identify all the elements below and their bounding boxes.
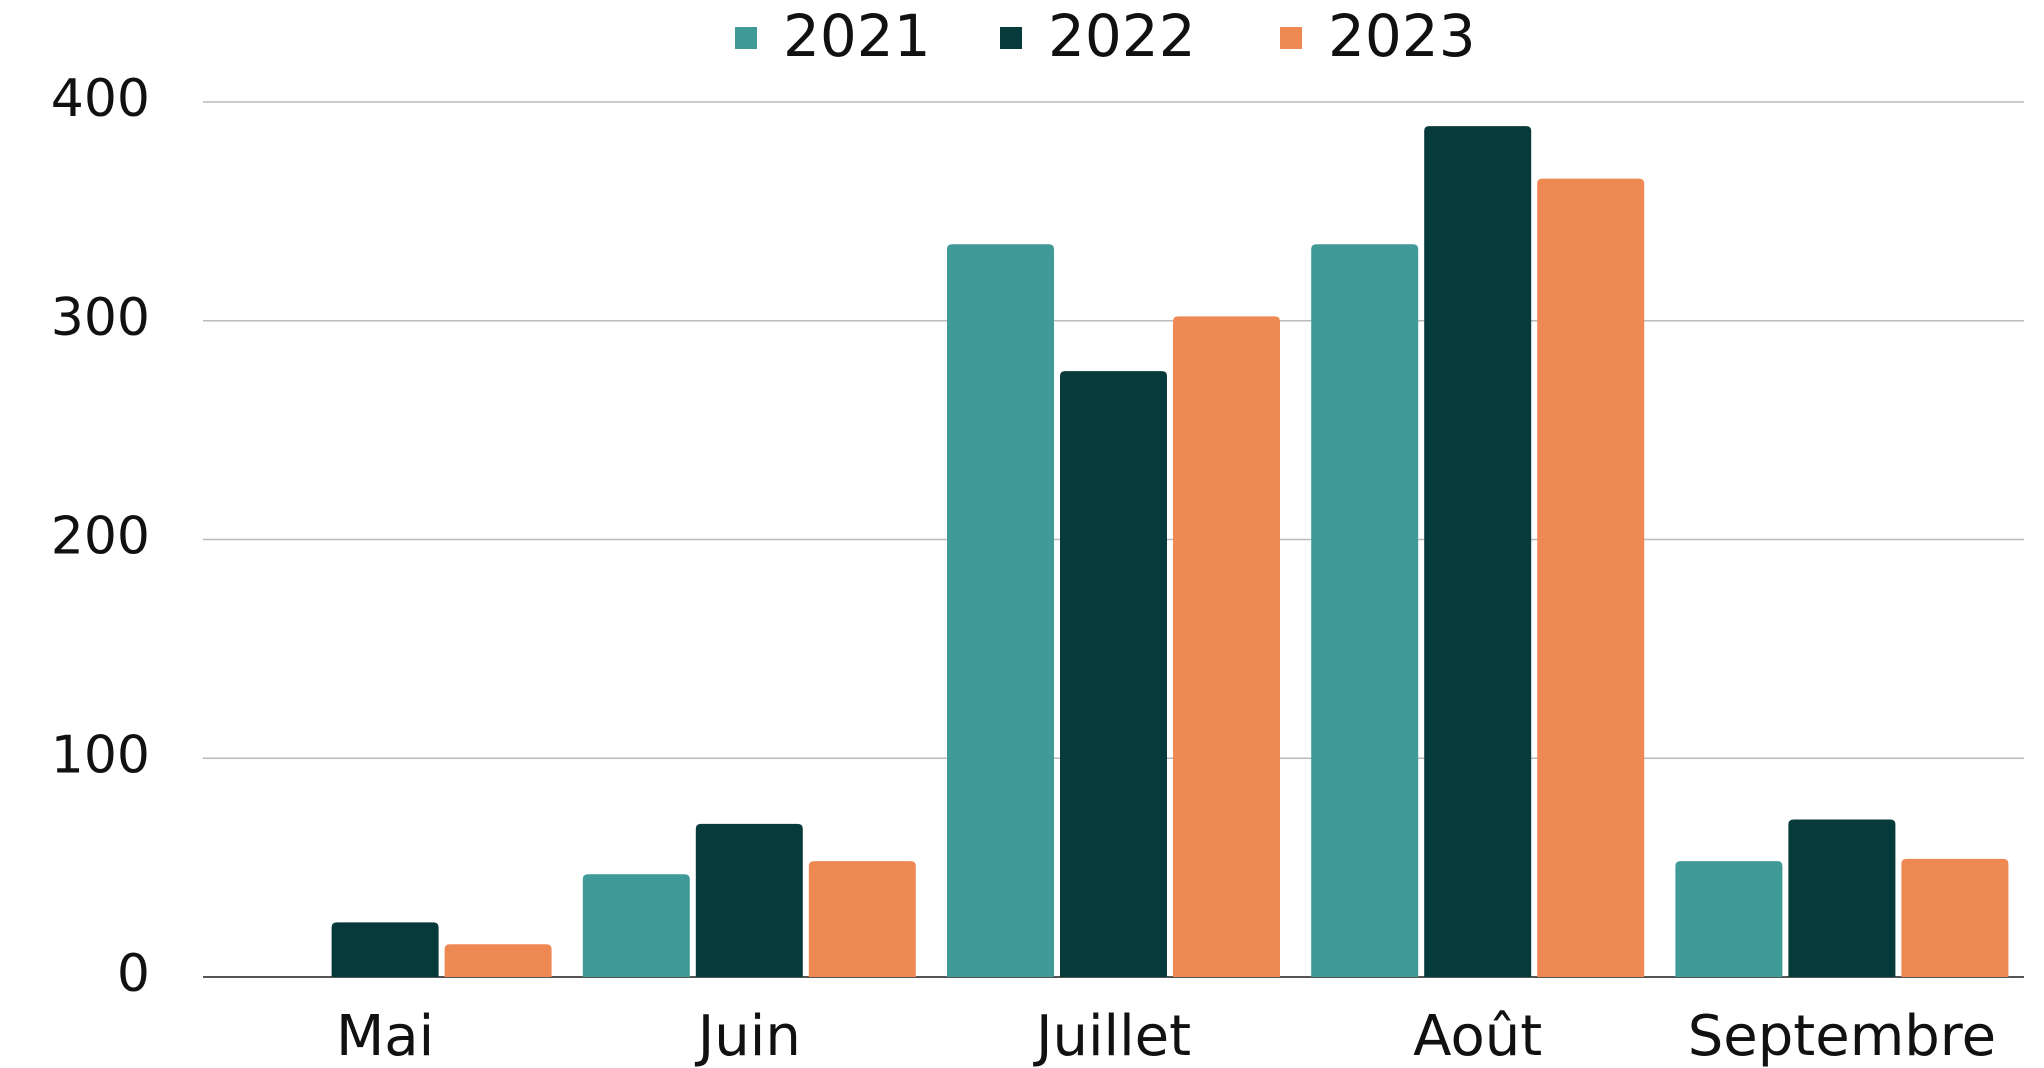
bar: [444, 944, 552, 977]
legend-swatch: [1280, 27, 1302, 49]
bar: [1788, 819, 1896, 977]
x-tick-label: Septembre: [1688, 1004, 1996, 1068]
x-tick-label: Août: [1413, 1004, 1542, 1068]
bar: [1537, 178, 1645, 977]
y-tick-label: 100: [51, 725, 150, 785]
legend-swatch: [735, 27, 757, 49]
x-tick-label: Juillet: [1033, 1004, 1191, 1068]
x-tick-label: Mai: [336, 1004, 434, 1068]
x-tick-label: Juin: [695, 1004, 801, 1068]
bar: [808, 861, 916, 977]
bar: [1173, 316, 1280, 977]
bar: [331, 922, 439, 977]
y-tick-label: 400: [51, 69, 150, 129]
y-tick-label: 0: [117, 944, 150, 1004]
bar: [695, 823, 803, 977]
bar: [582, 874, 690, 977]
bar: [1060, 371, 1167, 977]
legend-label: 2021: [783, 2, 931, 70]
legend-label: 2022: [1048, 2, 1196, 70]
y-tick-label: 300: [51, 288, 150, 348]
y-tick-label: 200: [51, 507, 150, 567]
bar: [1311, 244, 1419, 977]
bar: [1675, 861, 1783, 977]
bar: [947, 244, 1054, 977]
legend-swatch: [1000, 27, 1022, 49]
legend-label: 2023: [1328, 2, 1476, 70]
bar: [1901, 858, 2009, 977]
bar: [1424, 126, 1532, 977]
